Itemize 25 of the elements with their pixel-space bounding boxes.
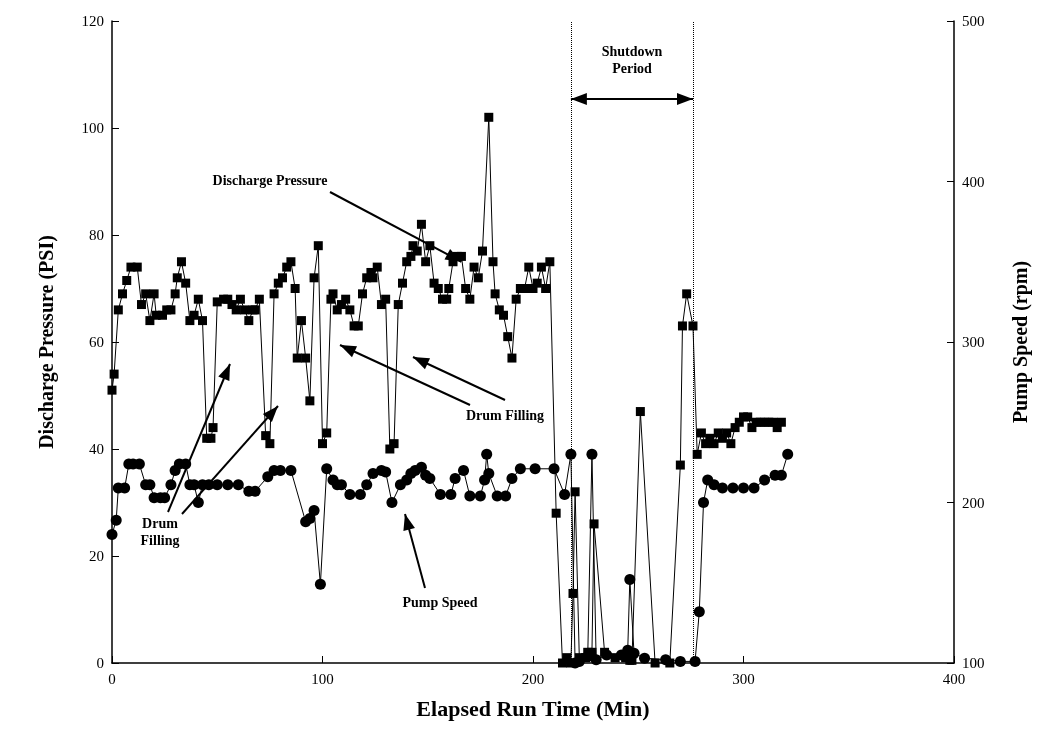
y-tick-label: 60 bbox=[89, 334, 104, 350]
y2-tick-label: 100 bbox=[962, 655, 985, 671]
y2-tick-label: 500 bbox=[962, 13, 985, 29]
annotation: Drum Filling bbox=[465, 406, 545, 424]
x-tick-label: 100 bbox=[311, 670, 334, 687]
y-axis-title: Discharge Pressure (PSI) bbox=[35, 235, 58, 449]
y2-tick-label: 300 bbox=[962, 334, 985, 350]
annotation: Pump Speed bbox=[402, 593, 478, 611]
y2-axis-title: Pump Speed (rpm) bbox=[1009, 260, 1032, 424]
y2-tick-label: 400 bbox=[962, 173, 985, 190]
y-tick-label: 40 bbox=[89, 441, 104, 457]
annotation: Drum Filling bbox=[139, 515, 181, 549]
y2-tick-label: 200 bbox=[962, 494, 985, 511]
y-tick-label: 80 bbox=[89, 227, 104, 243]
annotation: Discharge Pressure bbox=[212, 171, 328, 189]
y-tick-label: 0 bbox=[96, 655, 104, 671]
y-tick-label: 120 bbox=[81, 13, 104, 29]
y-tick-label: 20 bbox=[89, 548, 104, 564]
x-tick-label: 0 bbox=[108, 670, 116, 687]
annotation: Shutdown Period bbox=[600, 43, 664, 77]
x-tick-label: 400 bbox=[942, 670, 966, 687]
x-tick-label: 300 bbox=[732, 670, 755, 687]
x-tick-label: 200 bbox=[521, 670, 545, 687]
y-tick-label: 100 bbox=[81, 120, 104, 136]
x-axis-title: Elapsed Run Time (Min) bbox=[416, 695, 650, 721]
